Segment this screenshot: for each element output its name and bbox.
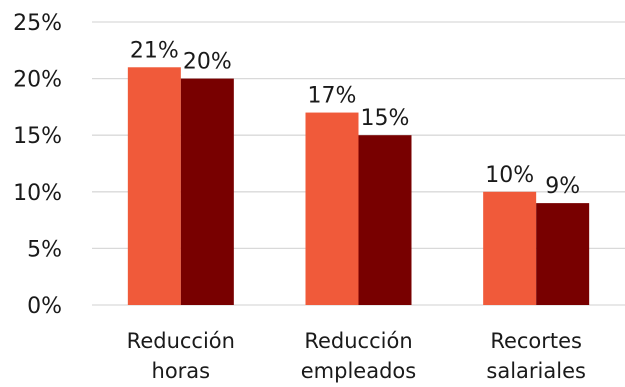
category-label-2-line-2: empleados xyxy=(301,359,416,383)
y-tick-label-25: 25% xyxy=(13,11,62,36)
category-label-2-line-1: Reducción xyxy=(304,329,412,353)
x-axis-category-labels: Reducción horas Reducción empleados Recortes… xyxy=(127,329,586,383)
y-tick-label-15: 15% xyxy=(13,124,62,149)
data-label-s1-c3: 10% xyxy=(485,163,534,188)
data-label-s1-c1: 21% xyxy=(130,38,179,63)
y-axis-tick-labels: 0% 5% 10% 15% 20% 25% xyxy=(13,11,62,319)
y-tick-label-10: 10% xyxy=(13,181,62,206)
data-label-s2-c2: 15% xyxy=(361,106,410,131)
bar-s1-c3 xyxy=(483,191,537,305)
category-label-3-line-2: salariales xyxy=(486,359,586,383)
category-label-3-line-1: Recortes xyxy=(490,329,582,353)
category-label-1-line-2: horas xyxy=(152,359,211,383)
data-label-s2-c1: 20% xyxy=(183,50,232,75)
bar-s1-c2 xyxy=(305,112,359,305)
category-label-1-line-1: Reducción xyxy=(127,329,235,353)
bar-s2-c2 xyxy=(358,135,412,305)
data-label-s1-c2: 17% xyxy=(308,84,357,109)
y-tick-label-5: 5% xyxy=(27,237,62,262)
bar-s2-c1 xyxy=(180,78,234,305)
bar-s2-c3 xyxy=(536,203,590,305)
data-label-s2-c3: 9% xyxy=(545,174,580,199)
data-labels: 21% 20% 17%15% 10% 9% xyxy=(130,38,580,199)
y-tick-label-20: 20% xyxy=(13,68,62,93)
y-tick-label-0: 0% xyxy=(27,294,62,319)
bar-s1-c1 xyxy=(127,67,181,305)
bars xyxy=(127,67,590,305)
